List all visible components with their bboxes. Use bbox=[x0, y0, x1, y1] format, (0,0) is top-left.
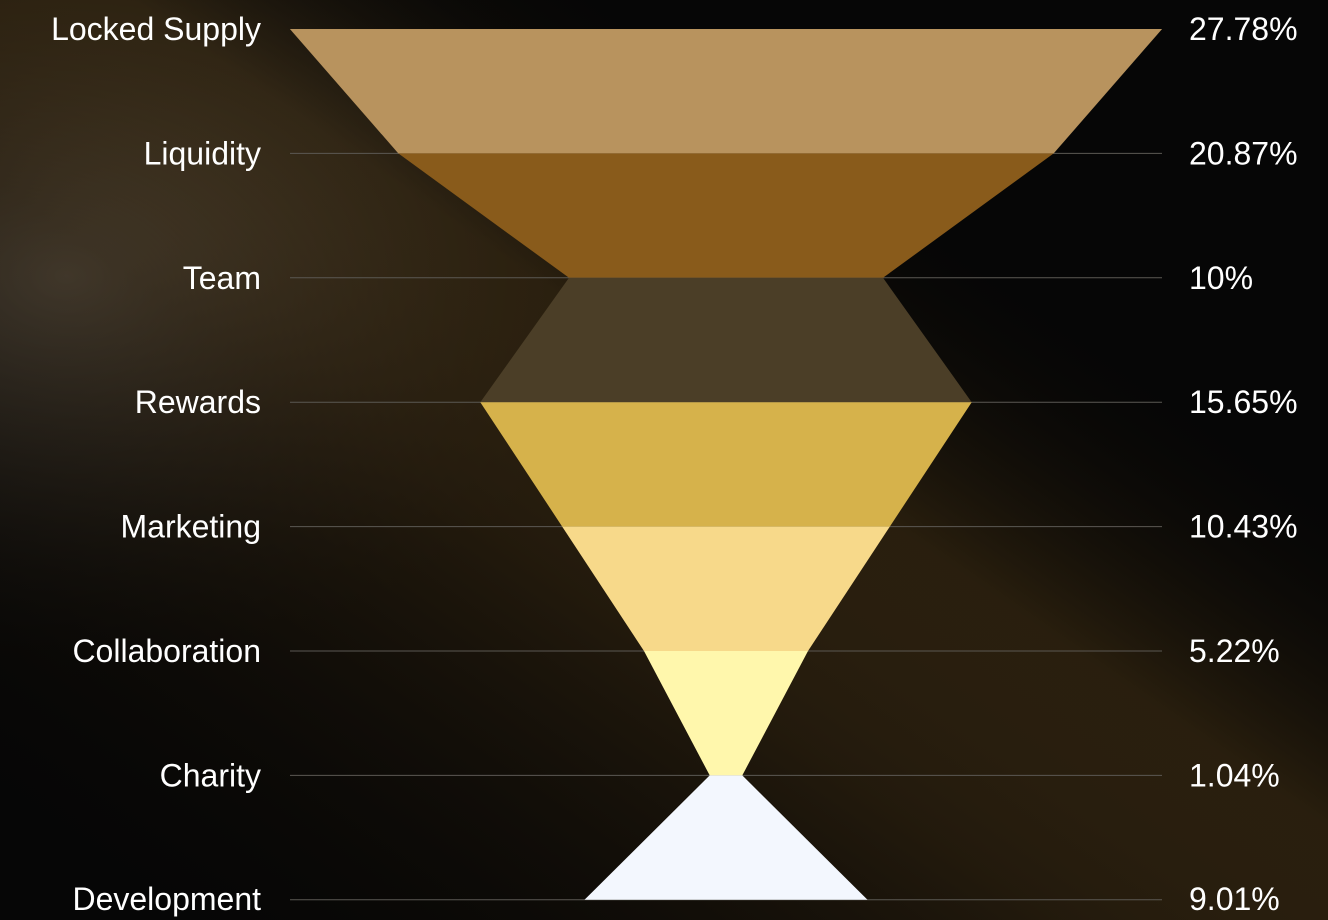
funnel-band-locked-supply bbox=[289, 29, 1163, 154]
category-label: Collaboration bbox=[72, 633, 261, 669]
funnel-band-charity bbox=[584, 775, 868, 900]
category-label: Locked Supply bbox=[51, 11, 261, 47]
value-label: 5.22% bbox=[1189, 633, 1280, 669]
category-label: Rewards bbox=[135, 384, 261, 420]
value-label: 1.04% bbox=[1189, 757, 1280, 793]
category-label: Charity bbox=[160, 757, 261, 793]
category-label: Marketing bbox=[121, 509, 262, 545]
category-label: Team bbox=[183, 260, 261, 296]
value-label: 9.01% bbox=[1189, 881, 1280, 917]
value-label: 27.78% bbox=[1189, 11, 1298, 47]
funnel-band-marketing bbox=[562, 526, 890, 651]
category-label: Development bbox=[72, 881, 261, 917]
value-label: 10% bbox=[1189, 260, 1253, 296]
funnel-band-team bbox=[480, 277, 972, 403]
funnel-band-liquidity bbox=[398, 153, 1054, 278]
value-label: 15.65% bbox=[1189, 384, 1298, 420]
funnel-band-collaboration bbox=[644, 651, 808, 776]
value-label: 10.43% bbox=[1189, 509, 1298, 545]
value-label: 20.87% bbox=[1189, 135, 1298, 171]
funnel-band-rewards bbox=[480, 402, 972, 527]
category-label: Liquidity bbox=[144, 135, 261, 171]
